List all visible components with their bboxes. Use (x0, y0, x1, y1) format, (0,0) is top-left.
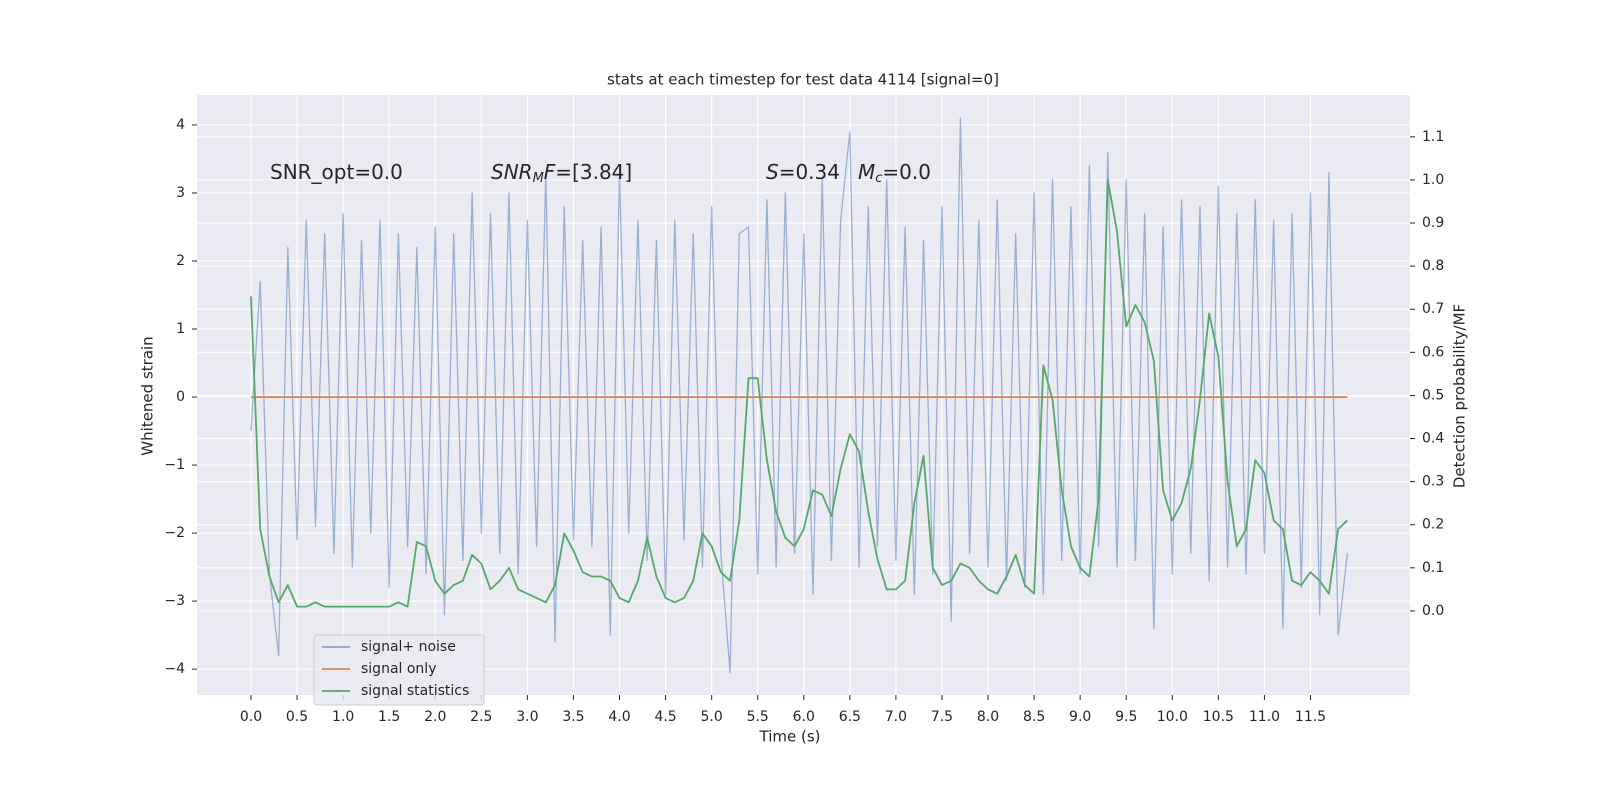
y2-tick-label: 0.9 (1422, 215, 1444, 231)
x-tick-label: 5.0 (701, 709, 723, 725)
y2-tick-label: 0.2 (1422, 517, 1444, 533)
x-tick-label: 2.0 (424, 709, 446, 725)
y-tick-label: 1 (176, 321, 185, 337)
chart-title: stats at each timestep for test data 411… (607, 71, 999, 89)
x-tick-label: 2.5 (470, 709, 492, 725)
legend-label: signal+ noise (361, 639, 456, 655)
annotation: SNRMF=[3.84] (491, 160, 632, 186)
annotation: S=0.34 (766, 160, 840, 184)
x-tick-label: 9.5 (1115, 709, 1137, 725)
legend-box (313, 634, 485, 706)
annotation-part: =[3.84] (555, 160, 632, 184)
annotation: Mc=0.0 (858, 160, 931, 186)
annotation-part: =0.0 (882, 160, 931, 184)
y2-tick-label: 0.0 (1422, 603, 1444, 619)
y-tick-label: 3 (176, 185, 185, 201)
y2-tick-label: 0.4 (1422, 431, 1444, 447)
x-tick-label: 1.0 (332, 709, 354, 725)
marks (250, 117, 1348, 674)
x-tick-label: 9.0 (1069, 709, 1091, 725)
x-tick-label: 5.5 (747, 709, 769, 725)
y2-axis-label: Detection probability/MF (1451, 304, 1469, 488)
annotation-part: =0.34 (779, 160, 840, 184)
y-axis-label: Whitened strain (139, 336, 157, 455)
x-tick-label: 4.5 (654, 709, 676, 725)
legend-label: signal only (361, 661, 436, 677)
x-tick-label: 4.0 (608, 709, 630, 725)
x-tick-label: 10.0 (1157, 709, 1188, 725)
y-tick-label: −2 (164, 525, 185, 541)
x-tick-label: 1.5 (378, 709, 400, 725)
annotation-part: F (544, 160, 556, 184)
x-tick-label: 7.5 (931, 709, 953, 725)
y-tick-label: −4 (164, 661, 185, 677)
legend-label: signal statistics (361, 683, 469, 699)
annotation: SNR_opt=0.0 (270, 160, 403, 184)
y-tick-label: 4 (176, 117, 185, 133)
y-tick-label: −1 (164, 457, 185, 473)
x-tick-label: 8.0 (977, 709, 999, 725)
series-line (250, 117, 1348, 674)
x-tick-label: 8.5 (1023, 709, 1045, 725)
x-tick-label: 0.0 (240, 709, 262, 725)
annotation-part: M (533, 171, 544, 186)
x-tick-label: 3.0 (516, 709, 538, 725)
series-line (250, 179, 1348, 608)
y2-tick-label: 0.1 (1422, 560, 1444, 576)
y2-tick-label: 1.0 (1422, 172, 1444, 188)
annotation-part: M (858, 160, 875, 184)
y2-tick-label: 0.6 (1422, 344, 1444, 360)
x-tick-label: 6.5 (839, 709, 861, 725)
x-tick-label: 10.5 (1203, 709, 1234, 725)
y2-tick-label: 0.5 (1422, 387, 1444, 403)
y2-tick-label: 0.3 (1422, 474, 1444, 490)
x-tick-label: 6.0 (793, 709, 815, 725)
x-tick-label: 11.5 (1295, 709, 1326, 725)
y2-tick-label: 0.8 (1422, 258, 1444, 274)
annotation-part: SNR_opt=0.0 (270, 160, 403, 184)
y-tick-label: 2 (176, 253, 185, 269)
annotation-part: SNR (491, 160, 533, 184)
x-tick-label: 11.0 (1249, 709, 1280, 725)
x-tick-label: 0.5 (286, 709, 308, 725)
annotation-part: c (875, 171, 882, 186)
y2-tick-label: 1.1 (1422, 129, 1444, 145)
y-tick-label: −3 (164, 593, 185, 609)
annotation-part: S (766, 160, 779, 184)
x-tick-label: 7.0 (885, 709, 907, 725)
y2-tick-label: 0.7 (1422, 301, 1444, 317)
y-tick-label: 0 (176, 389, 185, 405)
x-axis-label: Time (s) (759, 728, 821, 746)
legend: signal+ noise signal only signal statistic… (313, 634, 485, 706)
x-tick-label: 3.5 (562, 709, 584, 725)
